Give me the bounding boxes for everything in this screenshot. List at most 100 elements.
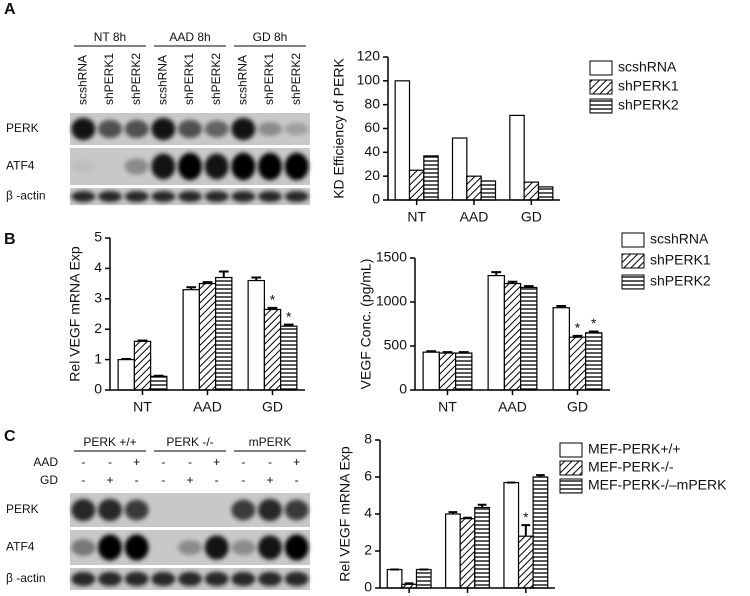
bar xyxy=(537,186,554,201)
legend-label: scshRNA xyxy=(618,59,677,75)
y-tick-label: 20 xyxy=(364,167,380,183)
y-tick-label: 4 xyxy=(364,505,372,521)
lane-label: shPERK1 xyxy=(102,53,116,105)
blot-band xyxy=(258,122,282,136)
blot-band xyxy=(258,535,282,560)
blot-band xyxy=(178,190,202,203)
legend-swatch xyxy=(589,98,613,114)
y-axis-label: KD Efficiency of PERK xyxy=(331,58,347,199)
bar xyxy=(532,476,549,589)
significance-mark: * xyxy=(523,509,529,525)
blot-band xyxy=(71,160,96,173)
y-tick-label: 100 xyxy=(357,72,381,88)
x-tick-label: AAD xyxy=(460,209,489,225)
bar xyxy=(422,351,440,391)
y-tick-label: 1 xyxy=(94,350,102,366)
legend-label: MEF-PERK+/+ xyxy=(588,441,681,457)
panel-label: B xyxy=(4,231,16,248)
x-tick-label: GD xyxy=(521,209,542,225)
y-tick-label: 2 xyxy=(94,320,102,336)
blot-band xyxy=(258,498,282,522)
blot-band xyxy=(204,535,229,560)
error-bar xyxy=(267,306,278,310)
error-bar xyxy=(186,286,197,290)
treatment-mark: - xyxy=(215,473,219,487)
row-label: ATF4 xyxy=(6,159,35,173)
y-tick-label: 1000 xyxy=(376,293,407,309)
error-bar xyxy=(283,323,294,327)
axes xyxy=(379,440,555,589)
error-bar xyxy=(521,524,531,537)
significance-mark: * xyxy=(575,320,581,336)
blot-band xyxy=(124,499,149,521)
bar xyxy=(394,80,411,201)
treatment-mark: - xyxy=(81,455,85,469)
treatment-mark: - xyxy=(241,455,245,469)
group-label: mPERK xyxy=(249,435,292,449)
legend-label: MEF-PERK-/- xyxy=(588,459,674,475)
x-tick-label: AAD xyxy=(193,399,222,415)
x-tick-label: NT xyxy=(407,209,426,225)
legend-swatch xyxy=(559,442,583,458)
treatment-mark: - xyxy=(161,473,165,487)
legend-swatch xyxy=(559,460,583,476)
error-bar xyxy=(251,276,262,281)
blot-band xyxy=(151,117,176,141)
x-tick-label: NT xyxy=(133,399,152,415)
blot-band xyxy=(258,152,282,181)
bar xyxy=(517,535,534,589)
blot-band xyxy=(124,534,149,561)
error-bar xyxy=(442,351,453,354)
blot-band xyxy=(231,190,256,203)
blot-band xyxy=(204,190,229,203)
blot-band xyxy=(231,571,256,587)
y-tick-label: 0 xyxy=(399,381,407,397)
y-tick-label: 500 xyxy=(384,337,408,353)
lane-label: scshRNA xyxy=(156,55,170,105)
blot-band xyxy=(231,117,256,141)
blot-band xyxy=(71,571,96,587)
error-bar xyxy=(458,351,469,354)
error-bar xyxy=(448,511,458,514)
bar xyxy=(552,307,570,391)
blot-band xyxy=(98,571,122,587)
error-bar xyxy=(463,516,472,519)
group-label: PERK -/- xyxy=(166,435,213,449)
bar xyxy=(459,518,476,589)
y-tick-label: 4 xyxy=(94,259,102,275)
row-label: PERK xyxy=(6,121,39,135)
blot-band xyxy=(231,499,256,521)
y-tick-label: 2 xyxy=(364,542,372,558)
error-bar xyxy=(404,582,414,585)
y-axis-label: Rel VEGF mRNA Exp xyxy=(67,246,83,382)
bar xyxy=(133,340,152,391)
treatment-mark: - xyxy=(135,473,139,487)
y-tick-label: 60 xyxy=(364,119,380,135)
lane-label: shPERK1 xyxy=(182,53,196,105)
legend-swatch xyxy=(589,79,613,95)
axes xyxy=(387,57,560,201)
blot-band xyxy=(151,571,176,587)
group-label: NT 8h xyxy=(94,30,126,44)
panel-label: C xyxy=(4,428,16,445)
legend-swatch xyxy=(589,60,613,76)
y-tick-label: 5 xyxy=(94,229,102,245)
legend-swatch xyxy=(621,274,645,290)
blot-band xyxy=(124,190,149,203)
treatment-mark: - xyxy=(108,455,112,469)
error-bar xyxy=(137,339,148,342)
bar xyxy=(503,481,520,589)
error-bar xyxy=(218,270,229,278)
lane-label: shPERK2 xyxy=(209,53,223,105)
bar xyxy=(509,114,525,201)
row-label: ATF4 xyxy=(6,540,35,554)
legend-swatch xyxy=(559,478,583,494)
treatment-mark: + xyxy=(133,455,140,469)
bar xyxy=(386,568,403,589)
legend-label: shPERK2 xyxy=(618,97,679,113)
bar xyxy=(445,513,461,589)
blot-band xyxy=(284,571,309,587)
row-label: PERK xyxy=(6,502,39,516)
error-bar xyxy=(477,503,487,508)
y-tick-label: 120 xyxy=(357,48,381,64)
